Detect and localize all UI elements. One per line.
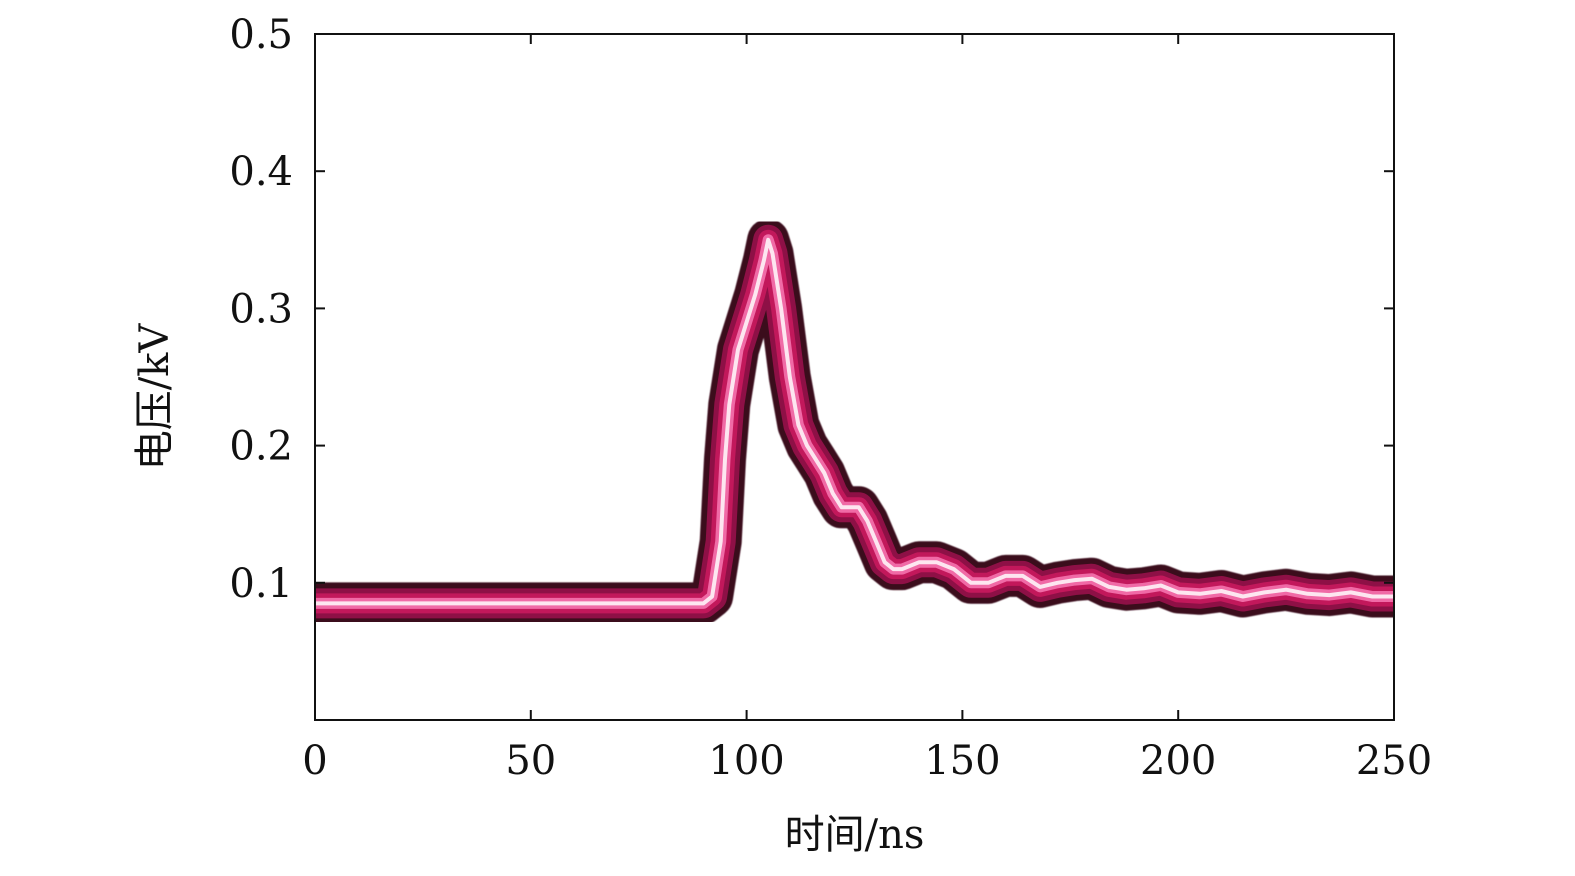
data-point xyxy=(719,540,723,544)
data-point xyxy=(766,238,770,242)
data-point xyxy=(1176,590,1180,594)
data-point xyxy=(399,601,403,605)
data-point xyxy=(1073,578,1077,582)
data-point xyxy=(1055,581,1059,585)
data-point xyxy=(1198,592,1202,596)
series-envelope-mid xyxy=(315,224,1394,619)
data-point xyxy=(796,423,800,427)
data-point xyxy=(658,601,662,605)
x-tick-label: 50 xyxy=(505,738,556,784)
data-point xyxy=(874,540,878,544)
data-point xyxy=(1349,590,1353,594)
series-envelope-outer xyxy=(315,218,1394,625)
data-point xyxy=(1038,585,1042,589)
data-point xyxy=(805,444,809,448)
data-point xyxy=(900,567,904,571)
data-point xyxy=(831,492,835,496)
series-line xyxy=(315,237,1394,606)
x-tick-label: 150 xyxy=(924,738,1000,784)
x-axis-title: 时间/ns xyxy=(785,812,925,858)
series-envelope-inner xyxy=(315,229,1394,614)
y-tick-label: 0.5 xyxy=(229,12,293,58)
data-point xyxy=(1219,589,1223,593)
data-point xyxy=(822,471,826,475)
data-point xyxy=(779,306,783,310)
y-tick-label: 0.1 xyxy=(229,561,293,607)
y-axis-title: 电压/kV xyxy=(132,323,178,471)
data-point xyxy=(771,252,774,255)
data-point xyxy=(1090,577,1094,581)
y-tick-label: 0.3 xyxy=(229,286,293,332)
data-point xyxy=(1370,595,1374,598)
data-point xyxy=(840,505,844,509)
data-point xyxy=(1327,593,1331,597)
data-point xyxy=(814,457,818,461)
data-point xyxy=(727,402,731,406)
data-point xyxy=(986,581,990,585)
data-point xyxy=(736,348,740,352)
data-point xyxy=(1284,588,1288,592)
data-point xyxy=(1306,592,1310,596)
data-point xyxy=(762,258,766,262)
series-layer xyxy=(313,218,1396,625)
data-point xyxy=(935,560,938,564)
x-tick-label: 100 xyxy=(708,738,784,784)
data-point xyxy=(1021,574,1025,578)
data-point xyxy=(1004,574,1008,578)
data-point xyxy=(1241,595,1245,598)
data-point xyxy=(969,581,973,585)
plot-frame xyxy=(314,33,1395,721)
y-tick-label: 0.4 xyxy=(229,149,293,195)
x-tick-label: 0 xyxy=(302,738,327,784)
series-glow xyxy=(315,234,1394,609)
data-point xyxy=(753,293,757,297)
data-point xyxy=(1124,588,1128,592)
data-point xyxy=(710,595,714,598)
data-point xyxy=(701,601,705,605)
data-point xyxy=(486,601,490,605)
x-tick-label: 200 xyxy=(1140,738,1216,784)
data-point xyxy=(572,601,576,605)
data-point xyxy=(1142,586,1146,590)
data-point xyxy=(917,560,921,564)
labels: 时间/ns 电压/kV xyxy=(132,323,924,858)
data-point xyxy=(723,457,727,461)
data-point xyxy=(848,505,852,509)
data-point xyxy=(745,320,749,324)
data-point xyxy=(1107,585,1111,589)
x-tick-label: 250 xyxy=(1356,738,1432,784)
data-point xyxy=(788,375,792,379)
axes: 0 50 100 150 200 250 0.1 0.2 0.3 0.4 0.5 xyxy=(229,12,1432,784)
data-point xyxy=(865,519,869,523)
data-point xyxy=(891,567,895,571)
data-point xyxy=(857,505,861,509)
data-point xyxy=(1263,590,1266,594)
data-point xyxy=(883,560,887,564)
y-tick-label: 0.2 xyxy=(229,424,293,470)
data-point xyxy=(952,567,956,571)
data-point xyxy=(1159,584,1163,587)
